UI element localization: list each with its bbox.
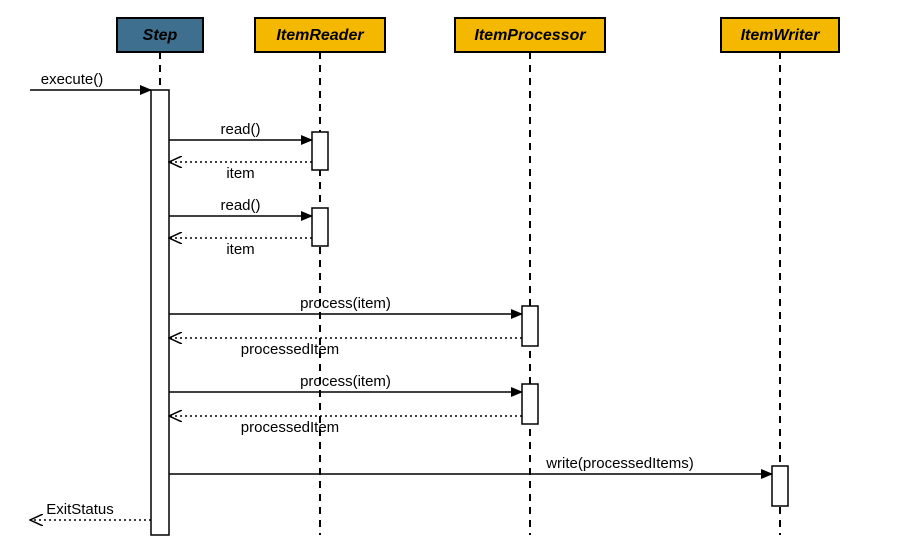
participant-label-step: Step bbox=[143, 27, 178, 44]
message-8-label: processedItem bbox=[241, 419, 339, 436]
message-9-label: write(processedItems) bbox=[545, 455, 694, 472]
message-6-label: processedItem bbox=[241, 341, 339, 358]
activation-processor bbox=[522, 384, 538, 424]
activation-reader bbox=[312, 132, 328, 170]
sequence-diagram: Step ItemReader ItemProcessor ItemWriter exe… bbox=[0, 0, 924, 545]
message-5-label: process(item) bbox=[300, 295, 391, 312]
participant-label-processor: ItemProcessor bbox=[474, 27, 586, 44]
message-7-label: process(item) bbox=[300, 373, 391, 390]
activation-reader bbox=[312, 208, 328, 246]
participant-label-reader: ItemReader bbox=[276, 27, 364, 44]
message-0-label: execute() bbox=[41, 71, 104, 88]
activation-writer bbox=[772, 466, 788, 506]
participant-label-writer: ItemWriter bbox=[741, 27, 821, 44]
message-3-label: read() bbox=[220, 197, 260, 214]
message-1-label: read() bbox=[220, 121, 260, 138]
message-4-label: item bbox=[226, 241, 254, 258]
message-10-label: ExitStatus bbox=[46, 501, 114, 518]
activation-processor bbox=[522, 306, 538, 346]
message-2-label: item bbox=[226, 165, 254, 182]
activation-step bbox=[151, 90, 169, 535]
